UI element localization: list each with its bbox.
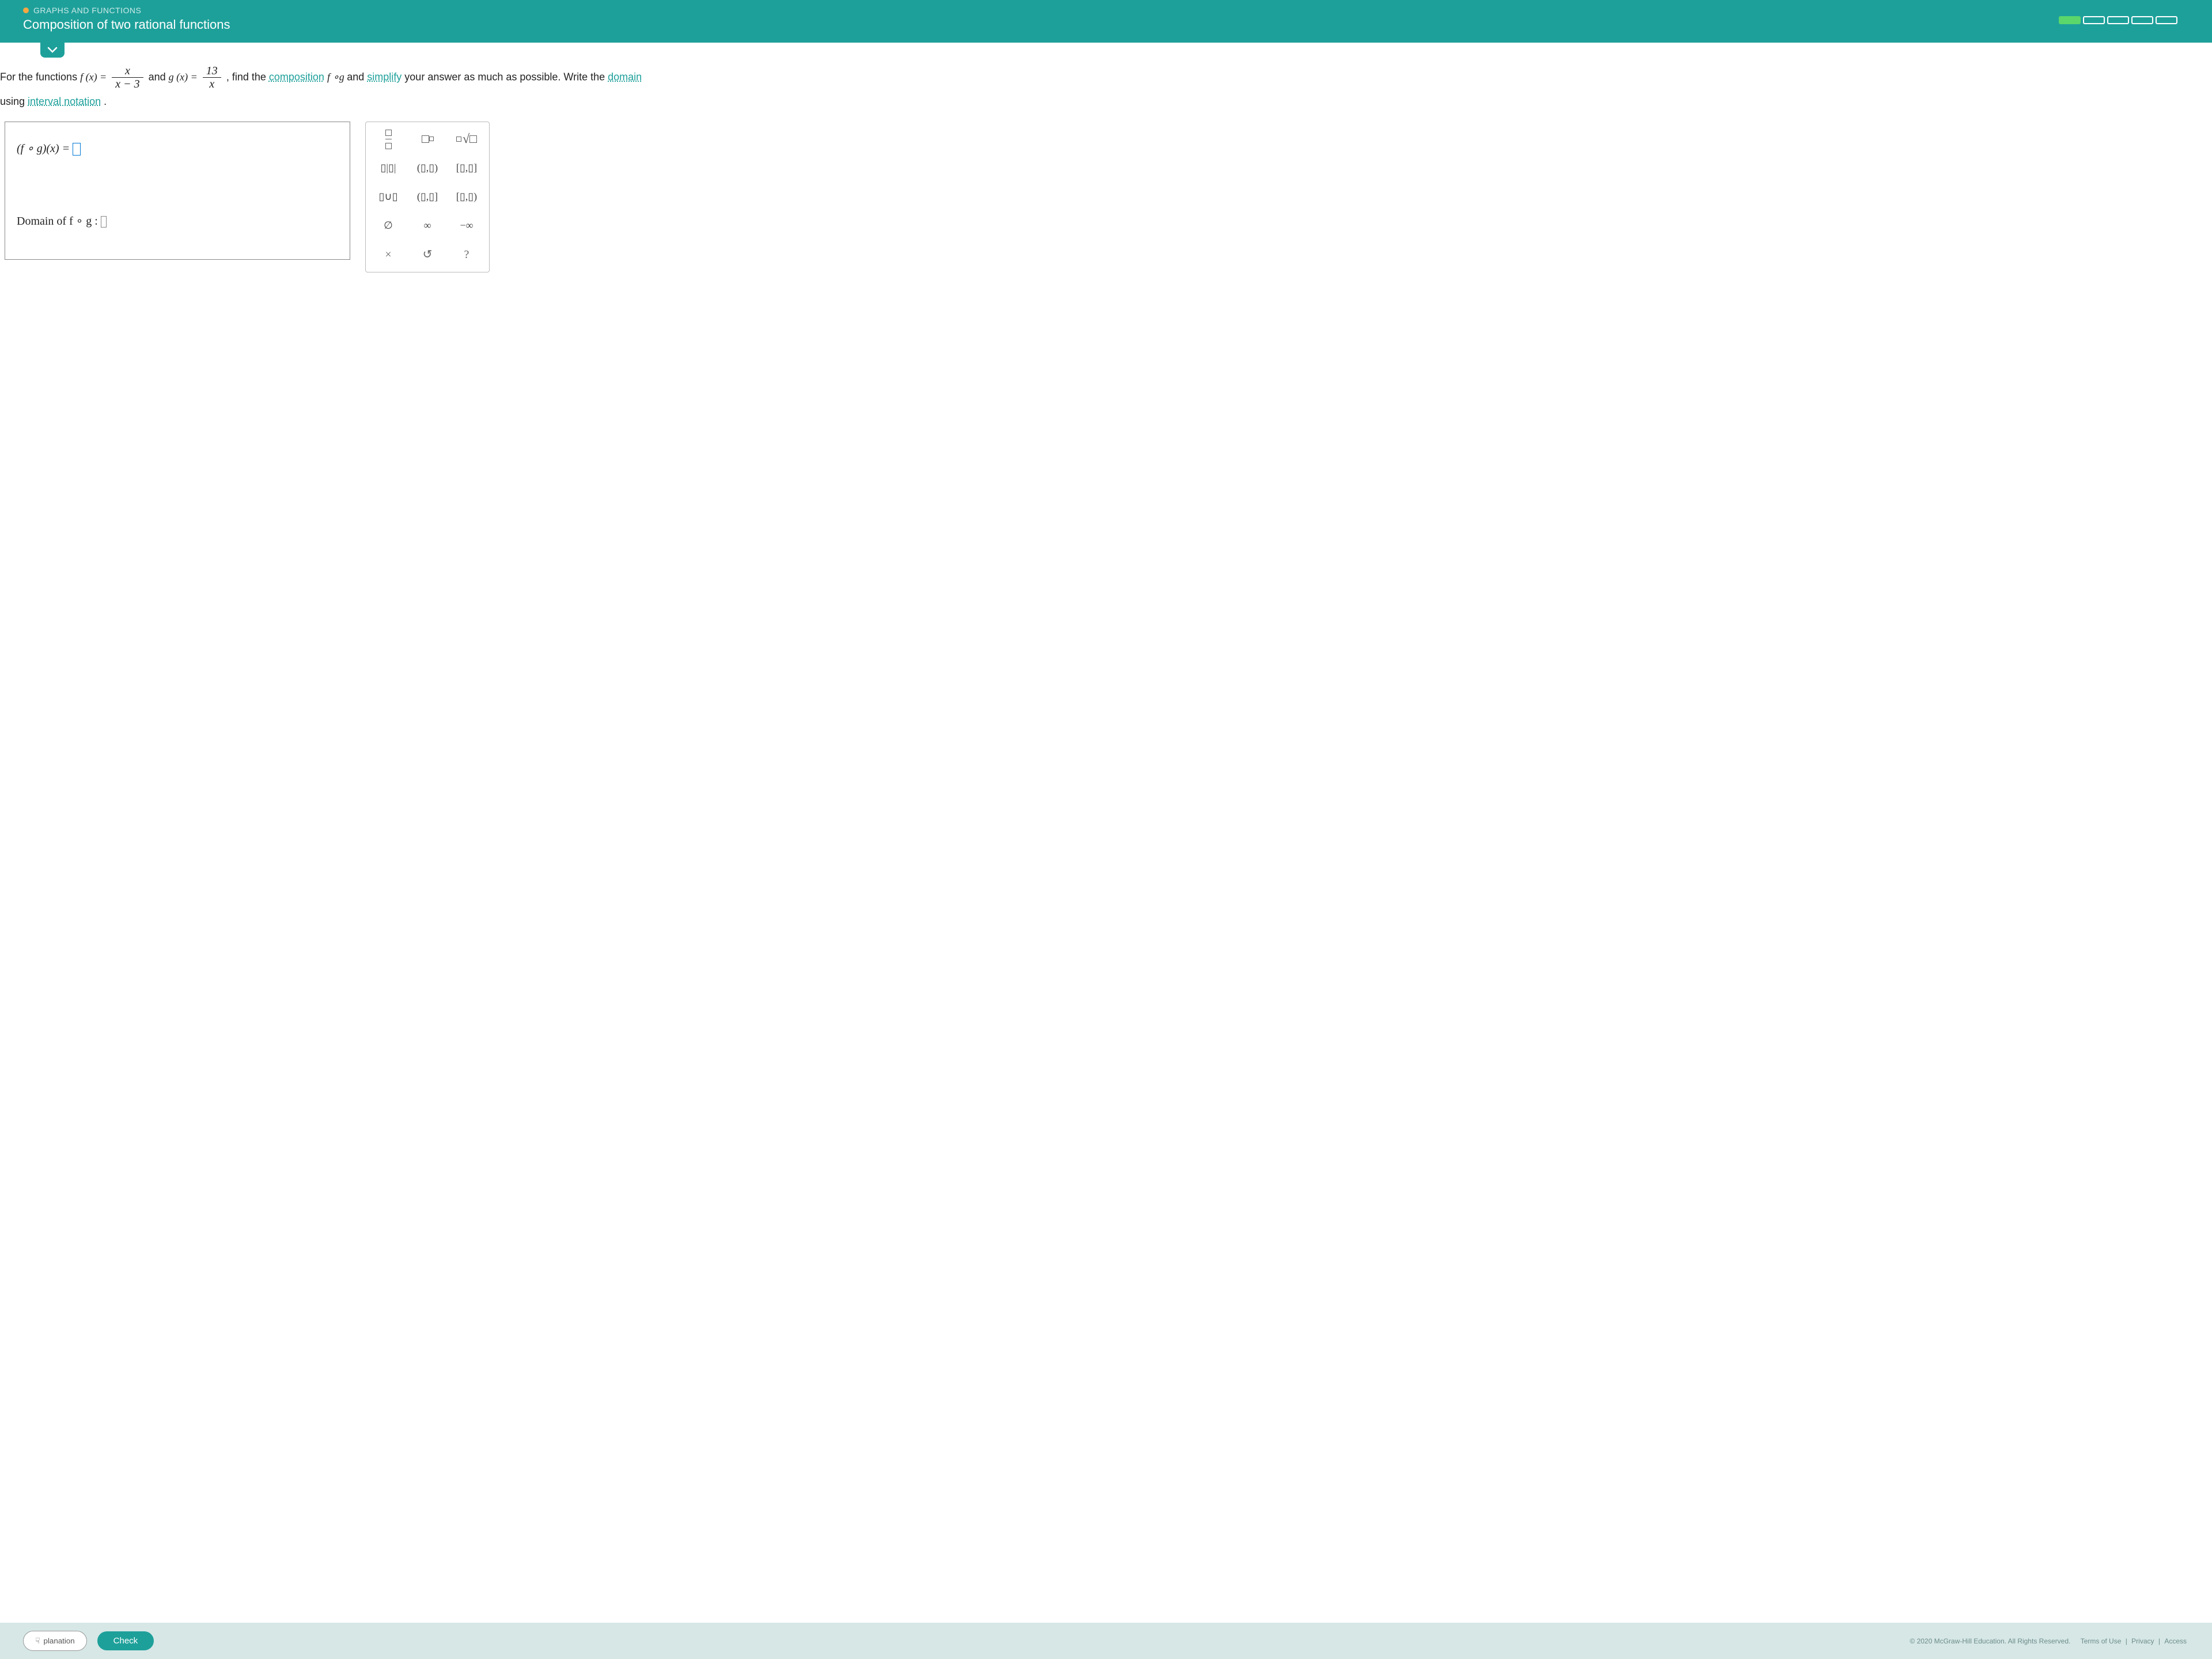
prompt-line2a: using bbox=[0, 96, 28, 107]
g-numerator: 13 bbox=[203, 65, 221, 78]
key-closed-interval[interactable]: [▯,▯] bbox=[449, 156, 484, 181]
key-fraction[interactable] bbox=[370, 127, 406, 152]
copyright-text: © 2020 McGraw-Hill Education. All Rights… bbox=[1910, 1637, 2070, 1645]
f-denominator: x − 3 bbox=[112, 78, 143, 90]
key-union[interactable]: ▯∪▯ bbox=[370, 184, 406, 210]
prompt-period: . bbox=[104, 96, 107, 107]
check-button[interactable]: Check bbox=[97, 1631, 154, 1650]
composition-answer-line: (f ∘ g)(x) = bbox=[17, 136, 338, 161]
f-symbol: f (x) = bbox=[80, 71, 107, 82]
chevron-down-icon bbox=[47, 47, 58, 54]
terms-link[interactable]: Terms of Use bbox=[2081, 1637, 2122, 1645]
domain-answer-line: Domain of f ∘ g : bbox=[17, 209, 338, 234]
domain-input[interactable] bbox=[101, 216, 107, 228]
key-root[interactable]: √ bbox=[449, 127, 484, 152]
link-domain[interactable]: domain bbox=[608, 71, 642, 82]
question-prompt: For the functions f (x) = x x − 3 and g … bbox=[0, 65, 2206, 113]
accessibility-link[interactable]: Access bbox=[2164, 1637, 2187, 1645]
prompt-mid2: and bbox=[347, 71, 367, 82]
link-simplify[interactable]: simplify bbox=[367, 71, 402, 82]
key-empty-set[interactable]: ∅ bbox=[370, 213, 406, 238]
key-undo[interactable]: ↺ bbox=[410, 242, 445, 267]
key-neg-infinity[interactable]: −∞ bbox=[449, 213, 484, 238]
prompt-mid3: your answer as much as possible. Write t… bbox=[404, 71, 608, 82]
footer-bar: ☟ planation Check © 2020 McGraw-Hill Edu… bbox=[0, 1623, 2212, 1659]
prompt-mid: , find the bbox=[226, 71, 269, 82]
key-infinity[interactable]: ∞ bbox=[410, 213, 445, 238]
prompt-and: and bbox=[149, 71, 169, 82]
domain-lhs: Domain of f ∘ g : bbox=[17, 215, 101, 228]
progress-indicator bbox=[2059, 16, 2177, 24]
g-fraction: 13 x bbox=[200, 65, 224, 90]
footer-legal: © 2020 McGraw-Hill Education. All Rights… bbox=[1910, 1637, 2189, 1645]
comp-name: f ∘g bbox=[327, 71, 347, 82]
prompt-lead: For the functions bbox=[0, 71, 80, 82]
key-open-interval[interactable]: (▯,▯) bbox=[410, 156, 445, 181]
category-label: GRAPHS AND FUNCTIONS bbox=[33, 6, 141, 15]
privacy-link[interactable]: Privacy bbox=[2131, 1637, 2154, 1645]
link-interval-notation[interactable]: interval notation bbox=[28, 96, 101, 107]
g-symbol: g (x) = bbox=[169, 71, 198, 82]
key-power[interactable] bbox=[410, 127, 445, 152]
category-row: GRAPHS AND FUNCTIONS bbox=[23, 6, 2189, 15]
key-absolute-value[interactable]: ▯|▯| bbox=[370, 156, 406, 181]
explanation-label: planation bbox=[44, 1637, 75, 1645]
key-half-open-right[interactable]: [▯,▯) bbox=[449, 184, 484, 210]
progress-box-4 bbox=[2131, 16, 2153, 24]
key-half-open-left[interactable]: (▯,▯] bbox=[410, 184, 445, 210]
f-numerator: x bbox=[112, 65, 143, 78]
answer-box: (f ∘ g)(x) = Domain of f ∘ g : bbox=[5, 122, 350, 260]
progress-box-2 bbox=[2083, 16, 2105, 24]
category-dot-icon bbox=[23, 7, 29, 13]
f-fraction: x x − 3 bbox=[109, 65, 145, 90]
g-denominator: x bbox=[203, 78, 221, 90]
header: GRAPHS AND FUNCTIONS Composition of two … bbox=[0, 0, 2212, 43]
link-composition[interactable]: composition bbox=[269, 71, 324, 82]
key-clear[interactable]: × bbox=[370, 242, 406, 267]
progress-box-3 bbox=[2107, 16, 2129, 24]
dropdown-tab[interactable] bbox=[40, 43, 65, 58]
composition-input[interactable] bbox=[73, 143, 81, 156]
explanation-button[interactable]: ☟ planation bbox=[23, 1631, 87, 1651]
page-title: Composition of two rational functions bbox=[23, 17, 2189, 32]
math-keypad: √ ▯|▯| (▯,▯) [▯,▯] ▯∪▯ (▯,▯] [▯,▯) ∅ ∞ −… bbox=[365, 122, 490, 272]
progress-box-5 bbox=[2156, 16, 2177, 24]
key-help[interactable]: ? bbox=[449, 242, 484, 267]
pointer-icon: ☟ bbox=[35, 1636, 40, 1646]
progress-box-1 bbox=[2059, 16, 2081, 24]
composition-lhs: (f ∘ g)(x) = bbox=[17, 142, 73, 155]
